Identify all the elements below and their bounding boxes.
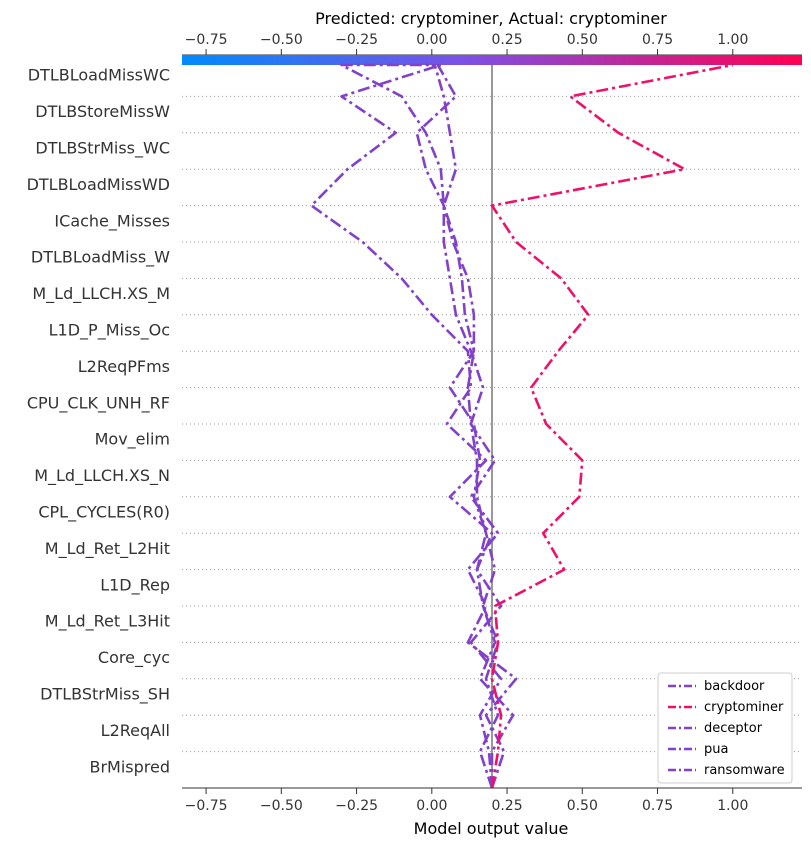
top-tick-label: 0.50	[567, 32, 598, 48]
bottom-tick-label: −0.75	[185, 798, 228, 814]
series-line-deceptor	[415, 63, 518, 789]
feature-label: DTLBStrMiss_WC	[35, 139, 170, 159]
colorbar	[182, 55, 802, 65]
feature-label: L2ReqPFms	[78, 357, 170, 376]
legend-label: pua	[704, 742, 728, 757]
feature-label: Mov_elim	[95, 430, 170, 450]
legend-label: ransomware	[704, 763, 785, 778]
bottom-axis: −0.75 −0.50 −0.25 0.00 0.25 0.50 0.75 1.00	[185, 788, 748, 814]
series-line-backdoor	[431, 63, 500, 789]
top-axis: −0.75 −0.50 −0.25 0.00 0.25 0.50 0.75 1.00	[182, 32, 802, 56]
top-tick-label: 0.25	[491, 32, 522, 48]
bottom-tick-label: 1.00	[717, 798, 748, 814]
series-line-ransomware	[310, 63, 503, 789]
legend-box	[657, 672, 793, 784]
feature-label: CPL_CYCLES(R0)	[38, 503, 170, 523]
feature-label: DTLBStrMiss_SH	[40, 685, 170, 705]
legend-label: cryptominer	[704, 700, 784, 715]
feature-label: M_Ld_Ret_L2Hit	[45, 539, 170, 559]
feature-label: L1D_P_Miss_Oc	[49, 321, 170, 341]
top-tick-label: −0.50	[260, 32, 303, 48]
feature-label: DTLBStoreMissW	[35, 102, 170, 121]
feature-label: L2ReqAll	[101, 721, 170, 740]
bottom-tick-label: −0.25	[335, 798, 378, 814]
top-tick-label: 0.00	[416, 32, 447, 48]
bottom-tick-label: 0.25	[491, 798, 522, 814]
feature-label: M_Ld_LLCH.XS_M	[32, 284, 170, 304]
x-axis-label: Model output value	[414, 819, 569, 838]
bottom-tick-label: −0.50	[260, 798, 303, 814]
feature-label: ICache_Misses	[54, 211, 170, 231]
chart-title: Predicted: cryptominer, Actual: cryptomi…	[315, 9, 667, 28]
top-tick-label: −0.75	[185, 32, 228, 48]
feature-label: L1D_Rep	[100, 575, 170, 595]
feature-label: DTLBLoadMissWD	[27, 175, 170, 194]
feature-label: M_Ld_LLCH.XS_N	[34, 466, 170, 486]
feature-label: DTLBLoadMissWC	[28, 66, 170, 85]
legend: backdoor cryptominer deceptor pua ransomware	[657, 672, 793, 784]
top-tick-label: 1.00	[717, 32, 748, 48]
series-lines	[310, 63, 734, 789]
top-tick-label: 0.75	[642, 32, 673, 48]
legend-label: backdoor	[704, 679, 765, 694]
bottom-tick-label: 0.50	[567, 798, 598, 814]
top-tick-label: −0.25	[335, 32, 378, 48]
feature-label: CPU_CLK_UNH_RF	[27, 393, 170, 413]
feature-label: M_Ld_Ret_L3Hit	[45, 612, 170, 632]
feature-label: Core_cyc	[98, 648, 170, 668]
feature-label: BrMispred	[89, 757, 170, 776]
bottom-tick-label: 0.00	[416, 798, 447, 814]
legend-label: deceptor	[704, 721, 763, 736]
feature-label: DTLBLoadMiss_W	[31, 248, 170, 268]
series-line-cryptominer	[490, 63, 734, 789]
bottom-tick-label: 0.75	[642, 798, 673, 814]
